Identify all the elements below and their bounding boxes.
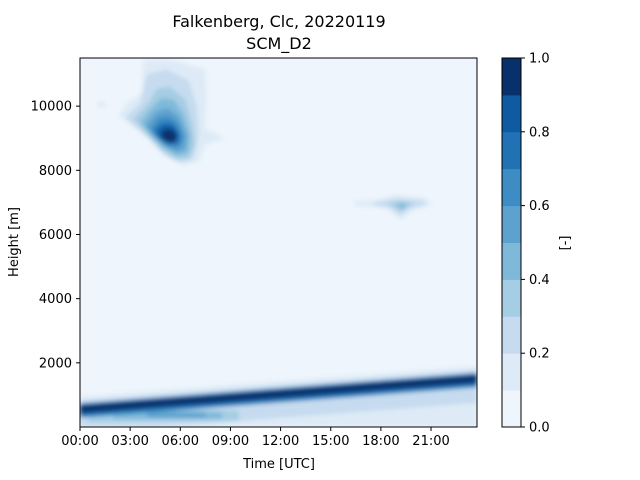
colorbar-tick-label: 0.2 [529, 347, 550, 362]
y-tick-label: 4000 [39, 292, 72, 307]
contour-level-1 [96, 101, 107, 108]
x-tick-label: 18:00 [362, 434, 399, 449]
colorbar-tick-label: 0.6 [529, 199, 550, 214]
colorbar-segment [502, 242, 521, 280]
colorbar-segment [502, 316, 521, 354]
x-tick-label: 00:00 [61, 434, 98, 449]
mid-cloud [354, 194, 433, 220]
contour-level-9 [80, 375, 477, 413]
colorbar-tick-label: 1.0 [529, 52, 550, 67]
colorbar-tick-label: 0.4 [529, 273, 550, 288]
chart-title: Falkenberg, Clc, 20220119 [172, 12, 385, 31]
colorbar-ticks: 0.0 0.2 0.4 0.6 0.8 1.0 [521, 52, 550, 436]
y-tick-label: 10000 [31, 100, 72, 115]
y-tick-label: 8000 [39, 164, 72, 179]
chart-subtitle: SCM_D2 [246, 34, 312, 54]
plot-frame [79, 57, 478, 428]
colorbar-segment [502, 58, 521, 96]
colorbar-label: [-] [558, 236, 573, 251]
x-tick-label: 15:00 [312, 434, 349, 449]
colorbar-segment [502, 205, 521, 243]
boundary-layer-cloud [80, 366, 477, 427]
contour-level-4 [395, 203, 408, 209]
colorbar-tick-label: 0.0 [529, 421, 550, 436]
colorbar-segment [502, 390, 521, 428]
x-tick-label: 09:00 [212, 434, 249, 449]
colorbar-segment [502, 94, 521, 133]
x-tick-label: 06:00 [162, 434, 199, 449]
y-axis-label: Height [m] [7, 207, 22, 277]
colorbar-tick-label: 0.8 [529, 125, 550, 140]
colorbar [501, 57, 522, 428]
x-tick-label: 03:00 [111, 434, 148, 449]
contour-level-5 [146, 412, 206, 418]
y-tick-label: 6000 [39, 228, 72, 243]
plot-area [79, 57, 478, 428]
y-axis: 2000 4000 6000 8000 10000 [31, 100, 80, 371]
x-axis: 00:00 03:00 06:00 09:00 12:00 15:00 18:00 21:00 [61, 427, 450, 449]
contour-level-9 [160, 128, 177, 143]
colorbar-segment [502, 279, 521, 317]
upper-cloud [96, 59, 226, 166]
colorbar-segment [502, 353, 521, 391]
colorbar-segment [502, 168, 521, 207]
x-axis-label: Time [UTC] [242, 457, 315, 472]
colorbar-frame [501, 57, 522, 428]
colorbar-segment [502, 131, 521, 170]
x-tick-label: 12:00 [262, 434, 299, 449]
contour-fill [80, 59, 477, 427]
x-tick-label: 21:00 [412, 434, 449, 449]
y-tick-label: 2000 [39, 356, 72, 371]
